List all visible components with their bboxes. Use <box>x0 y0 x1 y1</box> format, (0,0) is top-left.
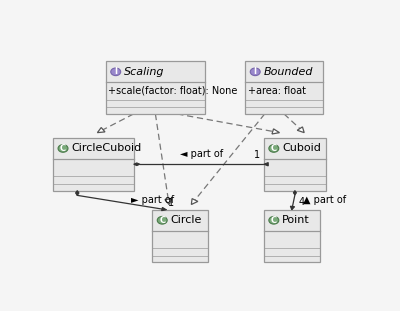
Polygon shape <box>191 199 198 204</box>
Text: 4: 4 <box>299 197 305 207</box>
Text: C: C <box>271 216 277 225</box>
Text: I: I <box>254 67 257 76</box>
Text: C: C <box>60 144 66 153</box>
Circle shape <box>269 145 279 152</box>
Polygon shape <box>76 191 79 195</box>
Circle shape <box>269 216 279 224</box>
Circle shape <box>157 216 167 224</box>
Text: +scale(factor: float): None: +scale(factor: float): None <box>108 86 238 96</box>
Text: Point: Point <box>282 215 310 225</box>
Circle shape <box>250 68 260 76</box>
Text: Circle: Circle <box>170 215 202 225</box>
Polygon shape <box>134 163 140 165</box>
Polygon shape <box>98 128 105 132</box>
Polygon shape <box>290 206 295 210</box>
Text: CircleCuboid: CircleCuboid <box>71 143 141 153</box>
Polygon shape <box>165 199 172 204</box>
Polygon shape <box>264 163 268 166</box>
Circle shape <box>58 145 68 152</box>
Polygon shape <box>297 127 304 132</box>
Polygon shape <box>293 191 296 195</box>
Text: C: C <box>159 216 165 225</box>
Bar <box>152 210 208 262</box>
Text: ◄ part of: ◄ part of <box>180 149 224 159</box>
Bar <box>53 138 134 191</box>
Text: ▲ part of: ▲ part of <box>303 195 346 205</box>
Text: Cuboid: Cuboid <box>282 143 321 153</box>
Text: Scaling: Scaling <box>124 67 164 77</box>
Text: C: C <box>271 144 277 153</box>
Text: ► part of: ► part of <box>131 195 174 205</box>
Bar <box>264 138 326 191</box>
Bar <box>245 61 323 114</box>
Circle shape <box>111 68 121 76</box>
Text: I: I <box>114 67 117 76</box>
Text: Bounded: Bounded <box>263 67 313 77</box>
Text: 1: 1 <box>254 151 260 160</box>
Text: 1: 1 <box>168 198 174 208</box>
Polygon shape <box>272 129 279 134</box>
Bar <box>106 61 205 114</box>
Bar <box>264 210 320 262</box>
Polygon shape <box>162 207 166 211</box>
Text: +area: float: +area: float <box>248 86 306 96</box>
